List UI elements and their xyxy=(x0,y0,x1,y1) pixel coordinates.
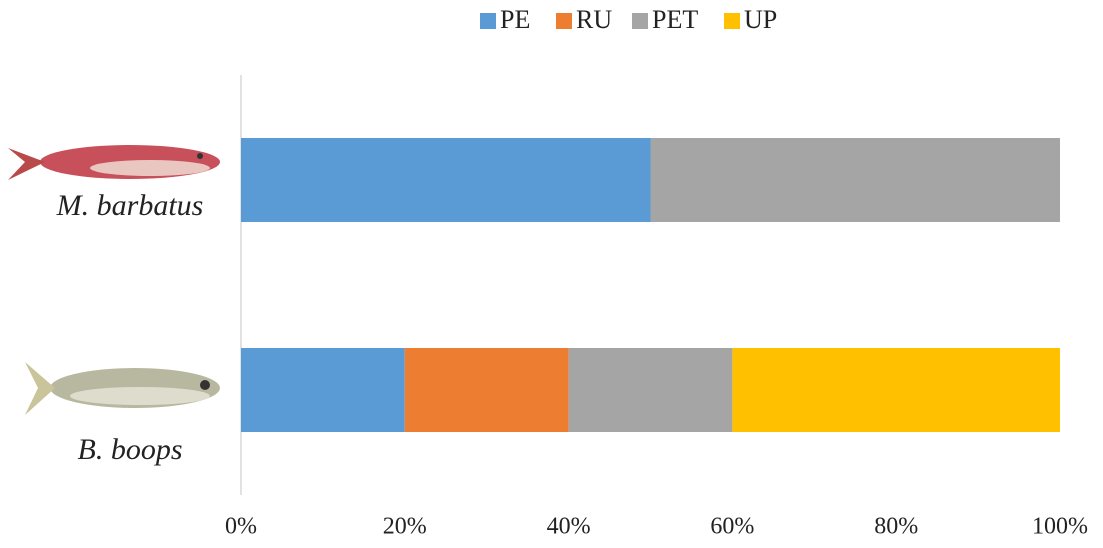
bar-segment xyxy=(241,138,651,222)
category-label: B. boops xyxy=(78,433,183,466)
bar-segment xyxy=(241,348,405,432)
x-tick-label: 20% xyxy=(383,514,427,540)
legend-swatch xyxy=(480,13,496,29)
x-tick-label: 100% xyxy=(1032,514,1088,540)
legend-label: PET xyxy=(652,5,698,34)
bar-segment xyxy=(568,348,733,432)
legend-swatch xyxy=(556,13,572,29)
bar-segment xyxy=(732,348,1060,432)
legend-label: RU xyxy=(576,5,612,34)
fish-mullet xyxy=(8,145,220,180)
legend-label: PE xyxy=(500,5,530,34)
x-tick-label: 0% xyxy=(225,514,257,540)
bar-segment xyxy=(404,348,569,432)
x-tick-label: 40% xyxy=(547,514,591,540)
legend-swatch xyxy=(724,13,740,29)
fish-boops xyxy=(25,362,220,415)
category-label: M. barbatus xyxy=(56,189,204,222)
x-tick-label: 60% xyxy=(710,514,754,540)
x-tick-label: 80% xyxy=(874,514,918,540)
legend-label: UP xyxy=(744,5,777,34)
legend-swatch xyxy=(632,13,648,29)
bar-segment xyxy=(650,138,1060,222)
